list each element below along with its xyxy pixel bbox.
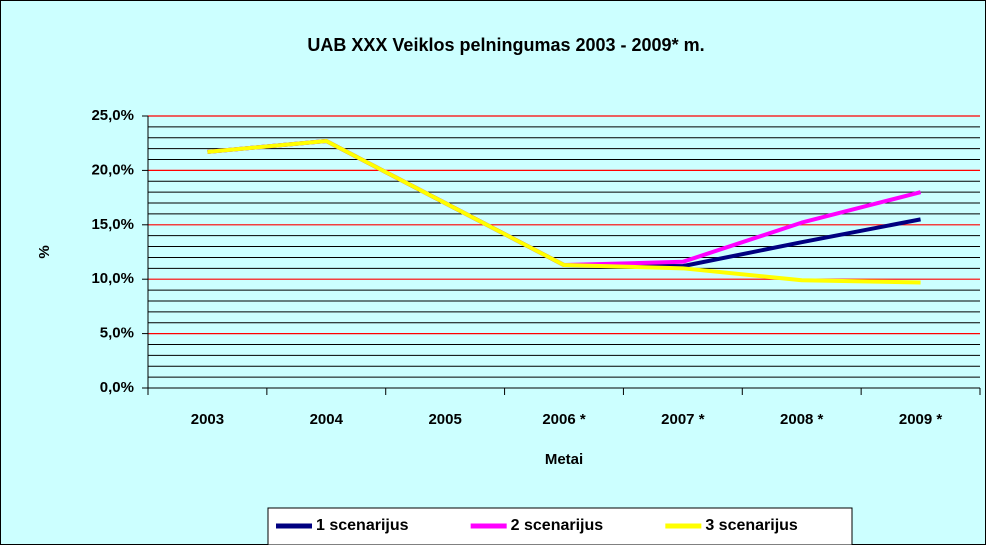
chart-title: UAB XXX Veiklos pelningumas 2003 - 2009*… — [307, 35, 704, 55]
series-line — [207, 139, 921, 285]
x-tick-label: 2008 * — [780, 411, 824, 428]
legend-box — [267, 507, 853, 545]
y-axis-title: % — [36, 245, 53, 258]
x-tick-label: 2003 — [191, 411, 224, 428]
x-axis-title: Metai — [545, 451, 583, 468]
y-tick-label: 20,0% — [91, 161, 134, 178]
y-tick-label: 10,0% — [91, 270, 134, 287]
x-tick-label: 2007 * — [661, 411, 705, 428]
y-tick-label: 5,0% — [100, 325, 134, 342]
x-tick-label: 2009 * — [899, 411, 943, 428]
legend-label: 3 scenarijus — [705, 517, 798, 534]
x-tick-label: 2005 — [428, 411, 461, 428]
y-tick-label: 25,0% — [91, 107, 134, 124]
legend-label: 2 scenarijus — [511, 517, 604, 534]
x-tick-label: 2006 * — [542, 411, 586, 428]
x-tick-label: 2004 — [310, 411, 344, 428]
legend-label: 1 scenarijus — [316, 517, 409, 534]
y-tick-label: 0,0% — [100, 379, 134, 396]
y-tick-label: 15,0% — [91, 216, 134, 233]
